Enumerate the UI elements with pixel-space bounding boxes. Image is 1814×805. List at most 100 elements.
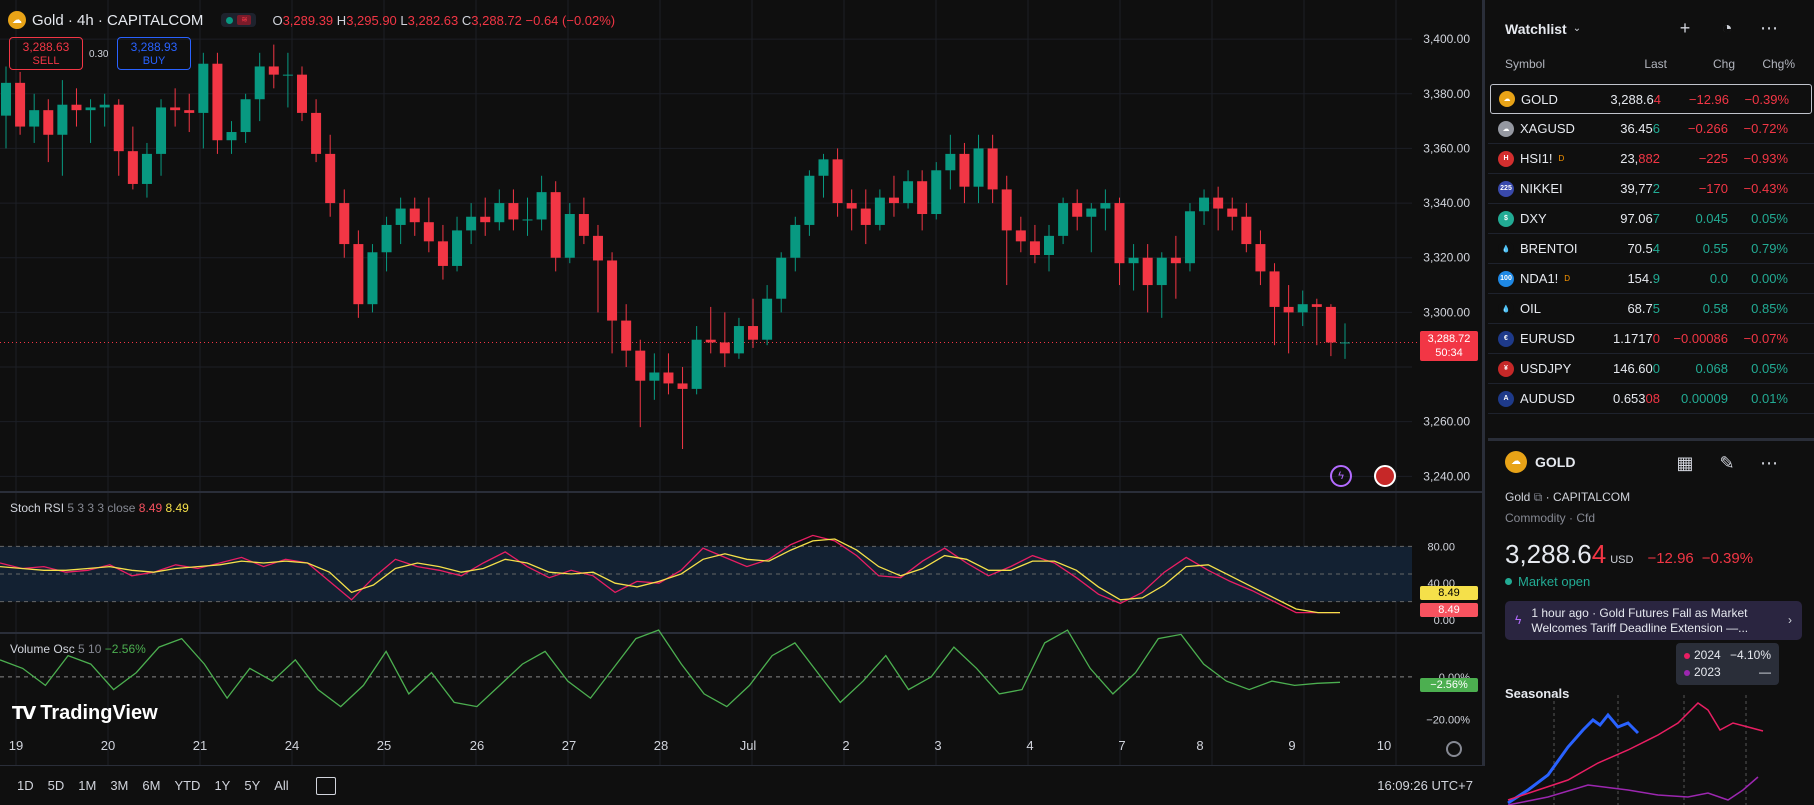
candle-body [1015, 230, 1026, 242]
candle [311, 99, 322, 163]
time-axis-tick: 28 [654, 738, 668, 753]
watchlist-row-audusd[interactable]: A AUDUSD 0.65308 0.00009 0.01% [1488, 384, 1814, 414]
candle-body [832, 159, 843, 204]
range-1y-button[interactable]: 1Y [214, 778, 231, 793]
watchlist-columns: Symbol Last Chg Chg% [1488, 57, 1814, 76]
watchlist-title[interactable]: Watchlist [1505, 20, 1567, 37]
date-range-calendar-icon[interactable] [315, 776, 336, 795]
watchlist-row-nikkei[interactable]: 225 NIKKEI 39,772 −170 −0.43% [1488, 174, 1814, 204]
col-symbol[interactable]: Symbol [1505, 57, 1546, 71]
stoch-rsi-legend[interactable]: Stoch RSI 5 3 3 3 close 8.49 8.49 [10, 501, 189, 515]
candle-body [804, 175, 815, 225]
candle [903, 170, 914, 209]
market-status-toggle[interactable]: ≋ [221, 13, 257, 27]
seasonal-line-2024 [1507, 702, 1764, 801]
us-flag-icon[interactable] [1374, 465, 1396, 487]
range-1m-button[interactable]: 1M [78, 778, 97, 793]
watchlist-row-nda1[interactable]: 100 NDA1! D 154.9 0.0 0.00% [1488, 264, 1814, 294]
add-symbol-icon[interactable]: + [1679, 18, 1691, 38]
watchlist-symbol: OIL [1520, 301, 1541, 316]
chart-canvas[interactable]: 3,400.00 3,380.00 3,360.00 3,340.00 3,320.00… [0, 0, 1485, 805]
seasonals-title[interactable]: Seasonals [1505, 686, 1570, 701]
watchlist-row-dxy[interactable]: $ DXY 97.067 0.045 0.05% [1488, 204, 1814, 234]
col-chgp[interactable]: Chg% [1762, 57, 1795, 71]
candle-body [254, 66, 265, 100]
range-1d-button[interactable]: 1D [17, 778, 34, 793]
candle [1184, 203, 1195, 272]
candle-body [776, 257, 787, 299]
candle [1001, 175, 1012, 286]
candle-body [43, 110, 54, 135]
candle-body [635, 350, 646, 381]
watchlist-chgp: −0.07% [1743, 331, 1788, 346]
trading-panel-icon: ≋ [237, 15, 252, 25]
watchlist-chg: 0.00009 [1681, 391, 1728, 406]
candle [733, 317, 744, 359]
sell-button[interactable]: 3,288.63 SELL [9, 37, 83, 70]
volume-osc-legend[interactable]: Volume Osc 5 10 −2.56% [10, 642, 146, 656]
ohlc-change: −0.64 (−0.02%) [525, 12, 616, 28]
candle-body [1297, 304, 1308, 313]
candle-body [790, 224, 801, 258]
external-link-icon[interactable]: ⧉ [1533, 490, 1543, 504]
advanced-view-icon[interactable]: ◔ [1721, 18, 1733, 38]
candle-body [973, 148, 984, 187]
candle-body [508, 203, 519, 220]
col-last[interactable]: Last [1644, 57, 1667, 71]
edit-note-icon[interactable]: ✎ [1719, 453, 1735, 473]
candle [409, 197, 420, 236]
watchlist-last: 1.17170 [1613, 331, 1660, 346]
watchlist-chgp: −0.72% [1743, 121, 1788, 136]
candle-body [395, 208, 406, 225]
news-headline[interactable]: ϟ 1 hour ago · Gold Futures Fall as Mark… [1505, 601, 1802, 640]
candle [550, 181, 561, 272]
watchlist-chg: −12.96 [1688, 91, 1729, 107]
candle-body [917, 181, 928, 215]
lightning-alert-icon[interactable]: ϟ [1330, 465, 1352, 487]
nikkei-logo-icon: 225 [1498, 180, 1514, 197]
candle [325, 134, 336, 217]
candle [1100, 189, 1111, 231]
candle [592, 224, 603, 313]
range-3m-button[interactable]: 3M [110, 778, 129, 793]
more-options-icon[interactable]: ⋯ [1760, 18, 1778, 38]
chevron-down-icon[interactable]: ⌄ [1572, 23, 1582, 34]
chart-pane[interactable]: 3,400.00 3,380.00 3,360.00 3,340.00 3,320.00… [0, 0, 1485, 805]
candle [804, 170, 815, 236]
more-options-icon[interactable]: ⋯ [1760, 453, 1778, 473]
candle-body [748, 326, 759, 340]
watchlist-row-xagusd[interactable]: ☁ XAGUSD 36.456 −0.266 −0.72% [1488, 114, 1814, 144]
candle-body [578, 214, 589, 236]
candle [212, 52, 223, 154]
watchlist-row-hsi1[interactable]: H HSI1! D 23,882 −225 −0.93% [1488, 144, 1814, 174]
candle-body [1029, 241, 1040, 255]
candle [170, 88, 181, 127]
seasonals-chart[interactable] [1488, 635, 1814, 805]
axis-settings-icon[interactable] [1446, 741, 1462, 757]
symbol-legend[interactable]: ☁ Gold · 4h · CAPITALCOM ≋ O3,289.39 H3,… [8, 11, 615, 29]
symbol-title[interactable]: Gold · 4h · CAPITALCOM [32, 11, 204, 29]
range-all-button[interactable]: All [274, 778, 289, 793]
candle-body [15, 82, 26, 127]
watchlist-row-brentoi[interactable]: 💧 BRENTOI 70.54 0.55 0.79% [1488, 234, 1814, 264]
watchlist-symbol: EURUSD [1520, 331, 1575, 346]
watchlist-symbol: GOLD [1521, 91, 1558, 107]
range-ytd-button[interactable]: YTD [174, 778, 201, 793]
price-axis-tick: 3,400.00 [1423, 32, 1470, 46]
market-status[interactable]: Market open [1488, 574, 1814, 589]
buy-button[interactable]: 3,288.93 BUY [117, 37, 191, 70]
watchlist-row-eurusd[interactable]: € EURUSD 1.17170 −0.00086 −0.07% [1488, 324, 1814, 354]
watchlist-row-oil[interactable]: 💧 OIL 68.75 0.58 0.85% [1488, 294, 1814, 324]
details-symbol[interactable]: GOLD [1535, 453, 1576, 470]
range-6m-button[interactable]: 6M [142, 778, 161, 793]
range-5y-button[interactable]: 5Y [244, 778, 261, 793]
range-5d-button[interactable]: 5D [47, 778, 65, 793]
layout-grid-icon[interactable]: ▦ [1676, 453, 1694, 473]
watchlist-symbol: USDJPY [1520, 361, 1572, 376]
watchlist-row-gold[interactable]: ☁ GOLD 3,288.64 −12.96 −0.39% [1490, 84, 1812, 114]
clock-timezone[interactable]: 16:09:26 UTC+7 [1377, 778, 1473, 793]
candle-body [184, 110, 195, 113]
col-chg[interactable]: Chg [1712, 57, 1735, 71]
candle [1156, 252, 1167, 318]
watchlist-row-usdjpy[interactable]: ¥ USDJPY 146.600 0.068 0.05% [1488, 354, 1814, 384]
